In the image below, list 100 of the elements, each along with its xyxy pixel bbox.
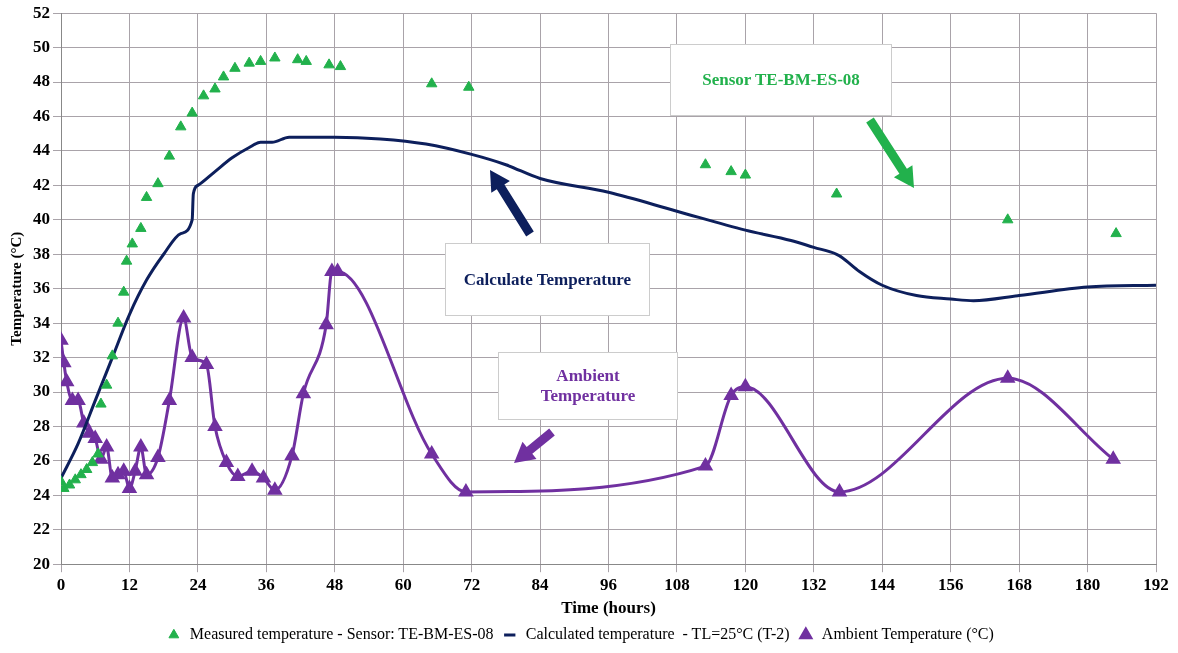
point [334, 60, 347, 71]
y-tick-label: 26 [33, 450, 50, 470]
x-tick-label: 36 [257, 574, 275, 594]
point [128, 463, 142, 476]
point [459, 484, 473, 497]
point [256, 470, 271, 483]
y-tick-label: 42 [33, 174, 50, 194]
point [112, 316, 124, 327]
y-tick-label: 50 [33, 37, 50, 57]
point [724, 387, 738, 400]
x-tick-label: 48 [326, 574, 344, 594]
point [296, 386, 311, 399]
point [120, 254, 133, 265]
point [92, 447, 104, 458]
x-tick-label: 72 [463, 574, 481, 594]
point [151, 449, 165, 462]
x-tick-label: 192 [1143, 574, 1169, 594]
point [425, 446, 439, 459]
x-tick-label: 144 [869, 574, 896, 594]
point [738, 379, 753, 392]
point [134, 439, 148, 452]
point [1002, 213, 1014, 224]
point [185, 350, 199, 363]
y-tick-label: 44 [33, 140, 51, 160]
point [698, 458, 713, 471]
point [245, 463, 259, 476]
x-tick-label: 0 [56, 574, 66, 594]
x-tick-label: 120 [732, 574, 759, 594]
x-tick-label: 60 [394, 574, 412, 594]
y-tick-label: 30 [33, 381, 50, 401]
legend-label: Measured temperature - Sensor: TE-BM-ES-08 [189, 625, 494, 644]
point [832, 484, 847, 497]
point [100, 378, 113, 389]
x-tick-label: 12 [120, 574, 138, 594]
point [463, 80, 475, 91]
point [152, 177, 164, 188]
point [163, 149, 176, 160]
legend-label: Ambient Temperature (°C) [821, 625, 994, 644]
point [135, 221, 147, 232]
point [186, 106, 198, 117]
point [140, 190, 153, 201]
point [219, 455, 234, 468]
point [268, 482, 282, 495]
point [243, 56, 255, 67]
y-tick-label: 36 [33, 278, 50, 298]
y-tick-label: 52 [33, 2, 50, 22]
point [162, 393, 177, 406]
point [209, 82, 221, 93]
point [1001, 370, 1015, 383]
point [323, 58, 335, 69]
callout-box: Calculate Temperature [445, 243, 650, 316]
y-tick-label: 34 [33, 312, 51, 332]
point [69, 473, 81, 484]
point [199, 356, 214, 369]
y-tick-label: 20 [33, 553, 50, 573]
point [319, 317, 333, 330]
point [197, 89, 210, 100]
point [99, 439, 114, 452]
point [1110, 227, 1122, 238]
point [699, 158, 712, 169]
callout-box: Sensor TE-BM-ES-08 [670, 44, 892, 116]
y-tick-label: 32 [33, 346, 50, 366]
point [291, 53, 304, 64]
point [231, 468, 245, 481]
point [426, 77, 438, 88]
point [75, 468, 87, 479]
point [106, 349, 119, 360]
point [86, 456, 99, 467]
point [139, 467, 154, 480]
point [285, 448, 299, 461]
y-tick-label: 24 [33, 484, 51, 504]
callout-box: Ambient Temperature [498, 352, 678, 420]
point [269, 51, 281, 62]
point [126, 237, 138, 248]
y-tick-label: 46 [33, 105, 50, 125]
x-tick-label: 84 [531, 574, 550, 594]
x-tick-label: 156 [937, 574, 964, 594]
point [88, 431, 102, 443]
point [254, 54, 267, 65]
x-tick-label: 180 [1074, 574, 1101, 594]
point [739, 168, 752, 179]
y-tick-label: 40 [33, 209, 50, 229]
point [95, 397, 107, 408]
point [208, 418, 222, 431]
x-tick-label: 96 [600, 574, 617, 594]
point [725, 165, 737, 176]
x-tick-label: 108 [664, 574, 690, 594]
legend-label: Calculated temperature - TL=25°C (T-2) [525, 625, 790, 644]
point [1106, 451, 1120, 464]
point [61, 374, 74, 387]
x-axis-title: Time (hours) [561, 598, 656, 618]
point [229, 61, 241, 72]
x-tick-label: 132 [801, 574, 827, 594]
point [118, 285, 130, 296]
point [300, 54, 312, 65]
x-tick-label: 168 [1006, 574, 1032, 594]
y-tick-label: 38 [33, 243, 50, 263]
point [217, 70, 230, 81]
x-tick-label: 24 [189, 574, 207, 594]
y-tick-label: 48 [33, 71, 50, 91]
